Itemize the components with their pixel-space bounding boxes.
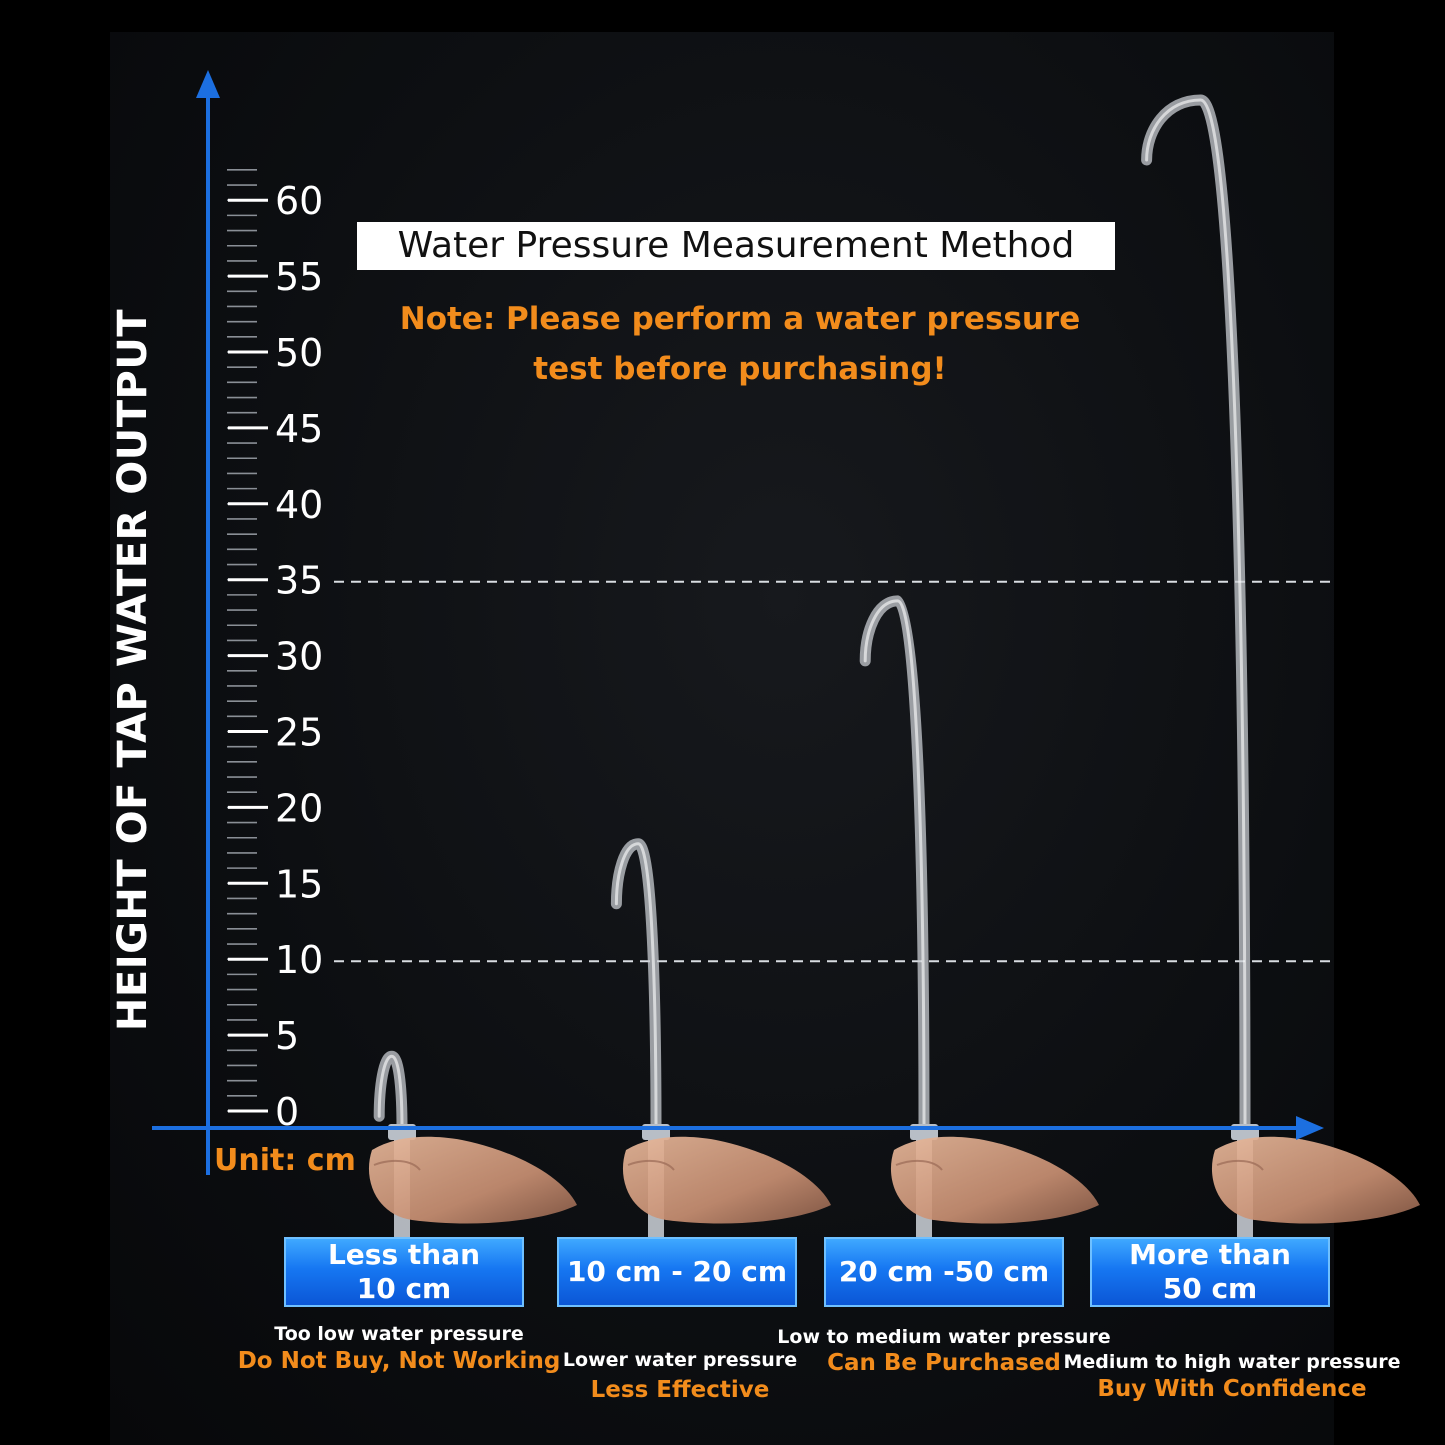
category-box-2: 10 cm - 20 cm [557,1237,797,1307]
category-box-4: More than 50 cm [1090,1237,1330,1307]
water-jet-highlight-1 [377,1054,404,1130]
chart-title: Water Pressure Measurement Method [357,222,1115,270]
finger-line [1216,1159,1264,1171]
y-tick-label-0: 0 [275,1090,299,1134]
ruler-scale [227,169,257,1112]
y-tick-label-60: 60 [275,179,323,223]
y-tick-label-25: 25 [275,711,323,755]
hand-shape [368,1136,577,1224]
category-verdict-2: Less Effective [590,1377,770,1403]
unit-label: Unit: cm [214,1143,356,1178]
chart-subtitle: Note: Please perform a water pressure te… [360,294,1120,394]
y-tick-label-5: 5 [275,1014,299,1058]
water-jet-3 [859,595,930,1134]
y-axis-title: HEIGHT OF TAP WATER OUTPUT [110,308,156,1032]
y-tick-label-55: 55 [275,255,323,299]
category-verdict-3: Can Be Purchased [827,1350,1061,1376]
water-jet-highlight-4 [1145,98,1247,1130]
water-jet-highlight-3 [863,599,926,1130]
y-axis-arrow [196,70,220,98]
hand-shape [890,1136,1099,1224]
hand-2 [622,1124,831,1248]
y-tick-label-50: 50 [275,331,323,375]
finger-line [627,1159,675,1171]
y-tick-label-35: 35 [275,559,323,603]
y-tick-labels: 0 5 10 15 20 25 30 35 40 45 50 55 60 [228,179,323,1134]
hand-1 [368,1124,577,1248]
water-jet-highlight-2 [614,842,658,1130]
hand-4 [1211,1124,1420,1248]
hands [368,1124,1420,1248]
category-box-3: 20 cm -50 cm [824,1237,1064,1307]
water-jet-4 [1141,94,1251,1134]
y-tick-label-40: 40 [275,483,323,527]
axes [152,70,1324,1175]
y-tick-label-45: 45 [275,407,323,451]
category-description-4: Medium to high water pressure [1063,1351,1401,1373]
category-description-1: Too low water pressure [274,1323,524,1345]
subtitle-line-2: test before purchasing! [533,351,947,387]
category-verdict-4: Buy With Confidence [1097,1376,1367,1402]
y-tick-label-20: 20 [275,786,323,830]
hand-shape [1211,1136,1420,1224]
hand-shape [622,1136,831,1224]
category-verdict-1: Do Not Buy, Not Working [237,1348,561,1374]
hand-3 [890,1124,1099,1248]
category-description-2: Lower water pressure [562,1349,798,1371]
category-description-3: Low to medium water pressure [777,1326,1111,1348]
finger-line [373,1159,421,1171]
water-jets [373,94,1251,1134]
reference-lines [334,580,1336,963]
category-box-1: Less than 10 cm [284,1237,524,1307]
finger-line [895,1159,943,1171]
subtitle-line-1: Note: Please perform a water pressure [399,301,1081,337]
x-axis-arrow [1296,1116,1324,1140]
y-tick-label-10: 10 [275,938,323,982]
y-tick-label-15: 15 [275,862,323,906]
y-tick-label-30: 30 [275,635,323,679]
